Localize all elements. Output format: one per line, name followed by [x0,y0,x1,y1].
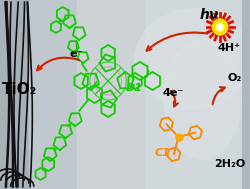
Text: O₂: O₂ [227,73,241,83]
Bar [29,0,241,189]
Circle shape [212,19,227,35]
Text: hν: hν [199,8,218,22]
Text: D1: D1 [125,83,142,93]
Circle shape [217,25,221,29]
Polygon shape [208,16,230,38]
Text: 2H₂O: 2H₂O [214,159,244,169]
Text: 4e⁻: 4e⁻ [162,88,183,98]
Bar [77,0,241,189]
Text: 4H⁺: 4H⁺ [216,43,239,53]
Circle shape [215,23,223,31]
Ellipse shape [164,39,240,159]
Text: TiO₂: TiO₂ [2,81,37,97]
Bar [144,0,241,189]
Ellipse shape [134,9,250,109]
Text: e⁻: e⁻ [69,49,82,59]
Text: C1: C1 [154,148,170,158]
